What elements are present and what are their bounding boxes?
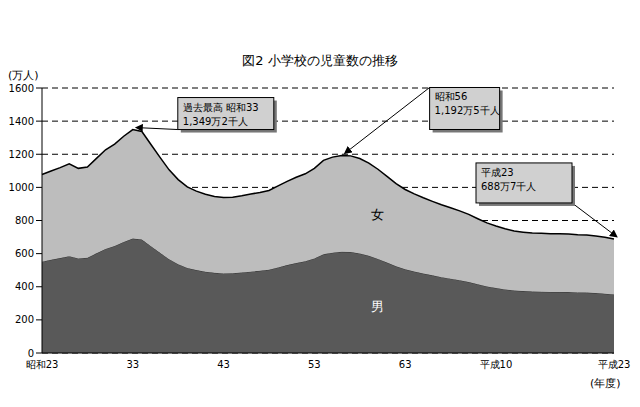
svg-text:平成23: 平成23 <box>481 167 514 178</box>
svg-text:63: 63 <box>399 359 412 370</box>
svg-text:1600: 1600 <box>9 83 34 94</box>
svg-text:0: 0 <box>28 348 34 359</box>
svg-text:女: 女 <box>371 207 384 222</box>
svg-text:1,349万2千人: 1,349万2千人 <box>183 116 248 127</box>
svg-text:過去最高 昭和33: 過去最高 昭和33 <box>183 102 259 113</box>
svg-text:平成23: 平成23 <box>598 359 631 370</box>
svg-text:1,192万5千人: 1,192万5千人 <box>435 105 500 116</box>
svg-text:33: 33 <box>126 359 139 370</box>
svg-text:1200: 1200 <box>9 149 34 160</box>
svg-text:53: 53 <box>308 359 321 370</box>
html-text:図2 小学校の児童数の推移: 図2 小学校の児童数の推移 <box>242 53 398 68</box>
html-text:(万人): (万人) <box>8 69 39 82</box>
svg-text:600: 600 <box>15 248 34 259</box>
svg-text:昭和56: 昭和56 <box>435 91 468 102</box>
svg-text:男: 男 <box>371 299 384 314</box>
svg-text:43: 43 <box>217 359 230 370</box>
html-text:(年度): (年度) <box>590 377 621 390</box>
svg-text:昭和23: 昭和23 <box>26 359 59 370</box>
svg-text:1400: 1400 <box>9 116 34 127</box>
svg-text:800: 800 <box>15 215 34 226</box>
svg-text:200: 200 <box>15 314 34 325</box>
svg-text:688万7千人: 688万7千人 <box>481 181 536 192</box>
svg-text:400: 400 <box>15 281 34 292</box>
svg-text:平成10: 平成10 <box>480 359 513 370</box>
svg-text:1000: 1000 <box>9 182 34 193</box>
